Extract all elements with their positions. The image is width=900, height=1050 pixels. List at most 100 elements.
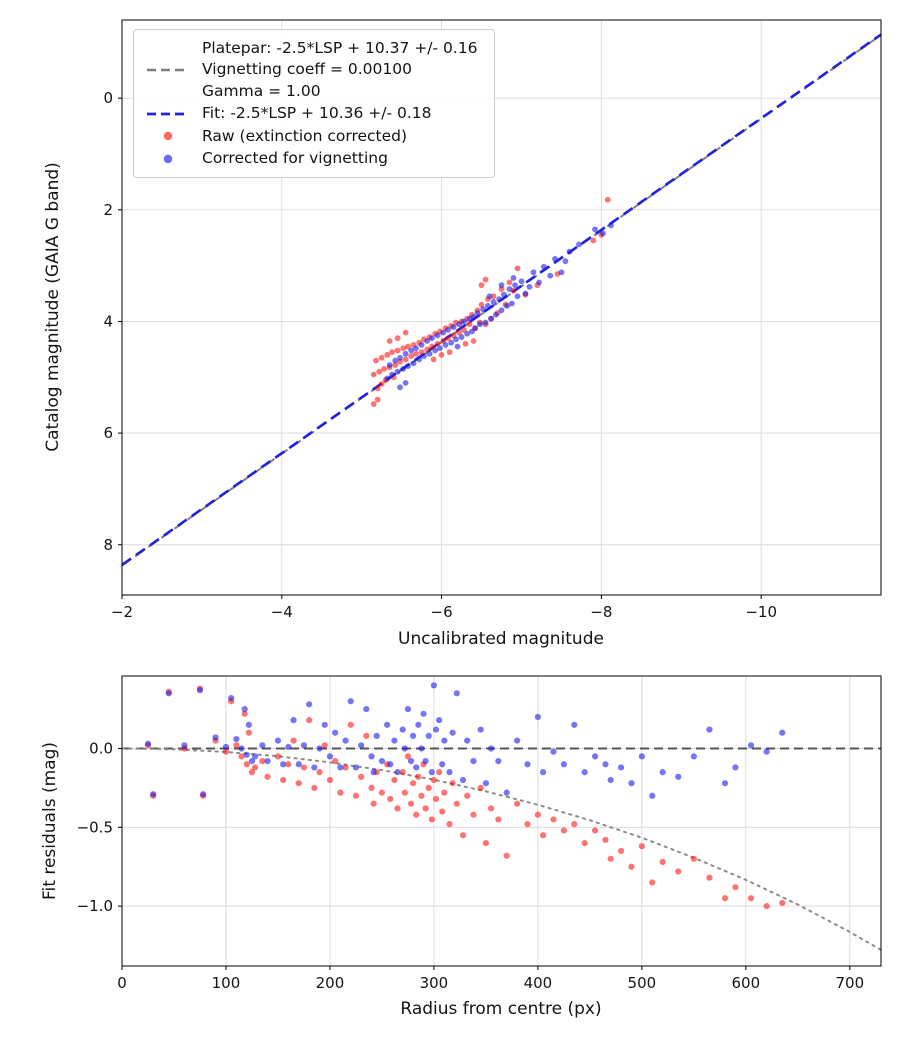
corrected-point xyxy=(454,343,461,350)
raw-point xyxy=(402,329,409,336)
raw-residual-point xyxy=(306,717,313,724)
raw-point xyxy=(378,381,385,387)
bottom-y-axis-label: Fit residuals (mag) xyxy=(40,742,60,900)
raw-residual-point xyxy=(607,855,614,862)
corrected-residual-point xyxy=(439,761,446,768)
platepar-dashed-line-swatch xyxy=(144,66,192,74)
top-x-axis-label: Uncalibrated magnitude xyxy=(398,629,604,649)
corrected-residual-point xyxy=(300,742,308,749)
raw-point xyxy=(394,335,401,342)
corrected-residual-point xyxy=(425,732,432,739)
corrected-point xyxy=(424,338,431,344)
corrected-residual-point xyxy=(245,721,252,728)
corrected-residual-point xyxy=(441,737,448,744)
raw-point xyxy=(604,196,611,203)
raw-residual-point xyxy=(415,773,422,780)
corrected-point xyxy=(480,306,487,313)
raw-residual-point xyxy=(560,827,567,834)
corrected-residual-point xyxy=(352,764,360,771)
raw-residual-point xyxy=(233,742,240,749)
corrected-point xyxy=(600,230,606,237)
corrected-residual-point xyxy=(378,758,386,765)
raw-point xyxy=(461,326,467,333)
corrected-point xyxy=(418,342,425,348)
raw-residual-point xyxy=(300,764,308,771)
raw-residual-point xyxy=(264,773,271,780)
corrected-residual-point xyxy=(368,753,375,760)
raw-residual-point xyxy=(352,792,360,799)
corrected-residual-point xyxy=(373,732,380,739)
corrected-residual-point xyxy=(675,773,682,780)
raw-residual-point xyxy=(274,753,282,760)
corrected-point xyxy=(510,275,517,281)
corrected-point xyxy=(461,318,467,325)
corrected-point xyxy=(434,332,441,339)
raw-residual-point xyxy=(439,808,446,815)
legend-corrected-label: Corrected for vignetting xyxy=(202,148,388,167)
corrected-point xyxy=(562,258,569,265)
corrected-residual-point xyxy=(199,791,207,798)
raw-residual-point xyxy=(370,800,377,807)
raw-residual-point xyxy=(477,784,484,792)
corrected-residual-point xyxy=(432,726,440,733)
corrected-point xyxy=(397,354,403,361)
x-tick-label: 0 xyxy=(117,974,127,992)
corrected-point xyxy=(421,353,427,359)
raw-residual-point xyxy=(706,874,713,881)
raw-point xyxy=(429,343,435,350)
corrected-point xyxy=(456,321,463,328)
raw-residual-point xyxy=(401,789,408,796)
raw-point xyxy=(381,366,387,372)
corrected-point xyxy=(474,310,481,316)
corrected-residual-point xyxy=(482,780,490,787)
raw-point xyxy=(405,343,411,350)
corrected-residual-point xyxy=(196,687,204,694)
raw-residual-point xyxy=(280,776,287,784)
raw-residual-point xyxy=(251,764,259,771)
corrected-residual-point xyxy=(779,729,786,736)
corrected-point xyxy=(402,379,409,386)
corrected-residual-point xyxy=(144,740,152,747)
y-tick-label: 8 xyxy=(103,536,113,554)
legend-entry-corrected: Corrected for vignetting xyxy=(144,148,478,169)
corrected-residual-point xyxy=(560,761,567,768)
corrected-point xyxy=(608,222,614,229)
corrected-point xyxy=(458,334,465,340)
raw-point xyxy=(370,401,377,407)
x-tick-label: −2 xyxy=(111,603,133,621)
corrected-point xyxy=(394,368,401,375)
corrected-residual-point xyxy=(459,776,467,784)
raw-point xyxy=(456,329,463,336)
raw-residual-point xyxy=(659,858,666,866)
corrected-residual-point xyxy=(321,721,328,728)
corrected-point xyxy=(504,302,510,309)
legend-entry-platepar: Platepar: -2.5*LSP + 10.37 +/- 0.16 Vign… xyxy=(144,38,478,102)
vignetting-model-curve xyxy=(121,747,882,951)
raw-point xyxy=(470,338,477,344)
x-tick-label: 400 xyxy=(524,974,553,992)
corrected-residual-point xyxy=(581,769,588,776)
corrected-residual-point xyxy=(165,690,172,697)
corrected-point xyxy=(592,226,598,233)
raw-residual-point xyxy=(259,758,266,765)
raw-point xyxy=(408,353,415,359)
corrected-point xyxy=(482,319,489,326)
corrected-residual-point xyxy=(384,721,391,728)
corrected-residual-point xyxy=(477,726,484,733)
corrected-residual-point xyxy=(150,791,157,798)
raw-residual-point xyxy=(649,879,656,886)
corrected-point xyxy=(490,299,497,305)
corrected-point xyxy=(540,263,547,270)
raw-residual-point xyxy=(441,789,448,796)
raw-point xyxy=(413,350,419,357)
corrected-point xyxy=(498,307,505,314)
raw-point xyxy=(506,279,513,286)
corrected-residual-point xyxy=(732,764,739,771)
corrected-residual-point xyxy=(602,761,609,768)
raw-point xyxy=(514,265,521,272)
raw-residual-point xyxy=(763,903,770,910)
corrected-residual-point xyxy=(747,742,755,749)
raw-point xyxy=(478,301,485,308)
corrected-point xyxy=(526,283,533,290)
corrected-residual-point xyxy=(238,745,245,752)
